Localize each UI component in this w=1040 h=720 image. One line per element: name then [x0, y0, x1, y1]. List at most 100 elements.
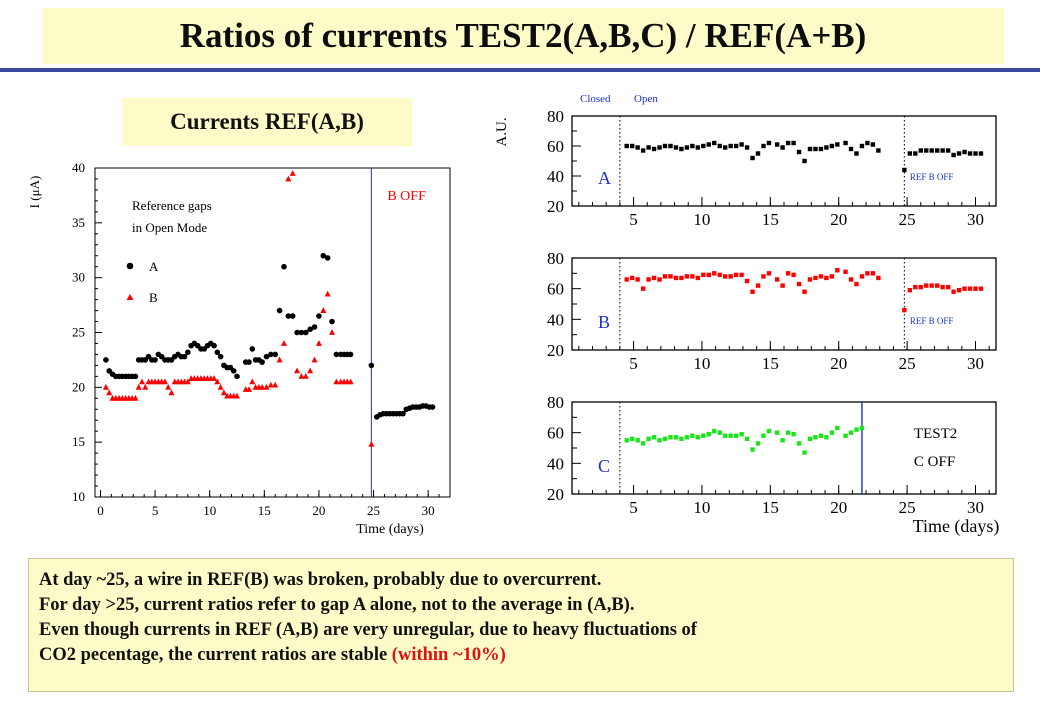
- data-point: [695, 435, 701, 440]
- data-point-b: [249, 378, 256, 385]
- data-point-b: [184, 378, 191, 385]
- data-point: [766, 428, 772, 434]
- data-point: [824, 275, 829, 281]
- data-point: [701, 433, 706, 438]
- data-point: [929, 283, 934, 288]
- data-point: [744, 145, 750, 150]
- data-point-a: [217, 353, 224, 360]
- data-point: [755, 441, 761, 446]
- x-tick-label: 5: [629, 498, 638, 517]
- data-point: [728, 433, 733, 438]
- data-point-a: [246, 359, 252, 365]
- data-point: [802, 450, 807, 455]
- data-point: [848, 146, 854, 152]
- data-point: [796, 441, 802, 446]
- data-point: [951, 289, 956, 294]
- legend-marker-a: [126, 262, 134, 270]
- data-point: [813, 146, 818, 152]
- data-point: [818, 274, 824, 279]
- data-point: [646, 145, 651, 150]
- panel-label: A: [598, 168, 611, 188]
- subtitle: Currents REF(A,B): [170, 109, 364, 134]
- data-point: [712, 428, 717, 434]
- data-point: [843, 269, 848, 274]
- data-point: [712, 140, 717, 146]
- data-point: [829, 430, 835, 435]
- data-point: [902, 307, 907, 313]
- y-tick-label: 35: [72, 215, 85, 230]
- data-point-b: [272, 381, 279, 388]
- data-point: [728, 274, 733, 279]
- test2-label: TEST2: [914, 426, 957, 442]
- data-point: [807, 146, 813, 152]
- data-point-a: [294, 329, 300, 336]
- x-tick-label: 30: [967, 498, 984, 517]
- data-point-b: [329, 329, 336, 335]
- data-point: [766, 271, 772, 276]
- data-point: [843, 140, 848, 146]
- data-point: [835, 268, 840, 273]
- data-point: [755, 283, 761, 288]
- data-point: [733, 143, 739, 149]
- data-point: [706, 432, 711, 437]
- data-point: [956, 288, 962, 293]
- data-point: [774, 430, 780, 435]
- data-point: [684, 145, 690, 150]
- data-point: [791, 432, 796, 437]
- data-point: [962, 149, 967, 155]
- data-point-b: [324, 290, 331, 297]
- panel-frame: [571, 257, 997, 351]
- data-point-a: [214, 349, 221, 356]
- data-point-b: [311, 356, 318, 363]
- data-point-b: [211, 375, 218, 381]
- x-tick-label: 30: [422, 503, 435, 518]
- data-point: [945, 284, 951, 290]
- data-point: [717, 430, 722, 435]
- data-point: [701, 272, 706, 278]
- data-point: [824, 435, 829, 440]
- x-tick-label: 5: [629, 354, 638, 373]
- data-point: [646, 277, 651, 282]
- data-point: [907, 151, 913, 156]
- data-point: [951, 152, 956, 158]
- data-point-a: [329, 318, 335, 325]
- data-point: [662, 436, 668, 441]
- title-banner: Ratios of currents TEST2(A,B,C) / REF(A+…: [42, 8, 1004, 64]
- data-point: [791, 140, 796, 146]
- data-point-b: [102, 383, 109, 390]
- data-point: [854, 427, 859, 432]
- data-point: [673, 435, 679, 440]
- data-point-b: [368, 440, 375, 447]
- data-point: [780, 283, 785, 288]
- reference-currents-chart: 0 5 10 15 20 25 30 10 15 20 25 30 35 40 Time (days) I (…: [27, 160, 451, 537]
- data-point-a: [320, 252, 327, 259]
- data-point-a: [324, 255, 331, 261]
- data-point-a: [400, 410, 406, 417]
- data-point: [662, 274, 668, 279]
- legend-label-b: B: [149, 290, 158, 305]
- x-tick-label: 5: [152, 503, 159, 518]
- data-point: [635, 145, 640, 150]
- x-tick-label: 10: [693, 354, 710, 373]
- data-point-b: [333, 378, 340, 385]
- data-point: [813, 275, 818, 281]
- legend-title-2: in Open Mode: [132, 220, 207, 235]
- x-tick-label: 30: [967, 354, 984, 373]
- data-point: [629, 275, 635, 281]
- data-point: [722, 145, 728, 150]
- data-point: [940, 284, 945, 290]
- y-tick-label: 20: [547, 197, 564, 216]
- y-axis-label: I (μA): [27, 176, 42, 209]
- data-point-a: [181, 353, 188, 360]
- data-point: [722, 274, 728, 279]
- data-point: [750, 155, 755, 161]
- data-point: [651, 146, 657, 152]
- data-point-a: [132, 373, 139, 380]
- data-point: [780, 438, 785, 443]
- data-point: [739, 432, 744, 437]
- data-point: [624, 143, 629, 149]
- y-tick-label: 40: [547, 167, 564, 186]
- data-point-b: [276, 356, 283, 363]
- y-tick-label: 80: [547, 107, 564, 126]
- data-point: [690, 274, 695, 279]
